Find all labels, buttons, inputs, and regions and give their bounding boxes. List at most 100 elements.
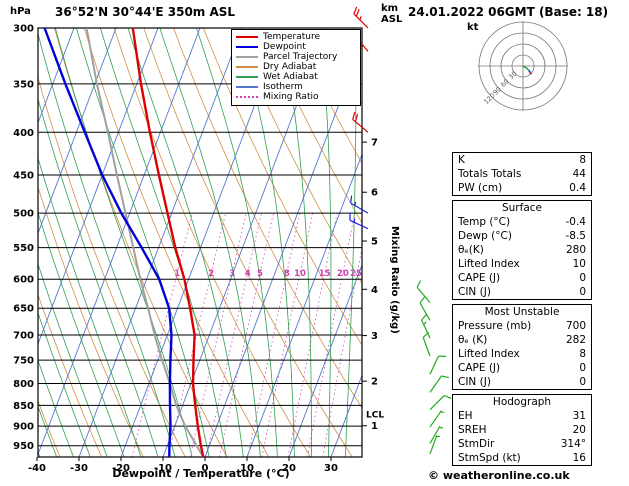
svg-text:950: 950 [13,441,34,452]
temp-axis-labels: -40 -30 -20 -10 0 10 20 30 [28,457,338,474]
legend-item: Dry Adiabat [236,62,356,72]
row-label: SREH [458,424,487,436]
indices-table: Surface Temp (°C) -0.4 Dewp (°C) -8.5 θₑ(K) 28… [452,200,592,300]
svg-text:7: 7 [371,138,378,149]
svg-text:550: 550 [13,243,34,254]
svg-text:650: 650 [13,304,34,315]
datetime-title: 24.01.2022 06GMT (Base: 18) [408,5,609,19]
row-value: 280 [565,244,586,256]
row-value: 10 [572,258,586,270]
row-label: Totals Totals [458,168,522,180]
row-label: Lifted Index [458,258,520,270]
svg-text:750: 750 [13,356,34,367]
row-label: Temp (°C) [458,216,511,228]
svg-text:-30: -30 [70,463,88,474]
row-value: 16 [572,452,586,464]
table-row: θₑ (K) 282 [453,333,591,347]
svg-text:1: 1 [371,421,378,432]
svg-text:5: 5 [257,269,263,279]
svg-text:300: 300 [13,24,34,35]
legend-swatch [236,66,258,68]
row-value: 31 [572,410,586,422]
legend-item: Temperature [236,32,356,42]
legend-label: Mixing Ratio [263,92,319,102]
station-title: 36°52'N 30°44'E 350m ASL [55,5,236,19]
table-row: Temp (°C) -0.4 [453,215,591,229]
row-value: 44 [572,168,586,180]
altitude-unit-asl: ASL [381,14,403,25]
svg-text:1: 1 [174,269,180,279]
hodograph-unit-label: kt [467,22,479,33]
x-axis-label: Dewpoint / Temperature (°C) [112,467,290,480]
table-row: StmSpd (kt) 16 [453,451,591,465]
dewpoint-line [43,28,173,457]
legend-item: Mixing Ratio [236,92,356,102]
row-value: -0.4 [565,216,587,228]
table-row: StmDir 314° [453,437,591,451]
altitude-unit-km: km [381,3,399,14]
row-label: Lifted Index [458,348,520,360]
row-value: 0 [579,272,586,284]
row-value: 0 [579,376,586,388]
table-row: CIN (J) 0 [453,285,591,299]
mixing-ratio-axis-label: Mixing Ratio (g/kg) [389,226,400,334]
svg-text:6: 6 [371,188,378,199]
svg-text:10: 10 [240,463,254,474]
legend-item: Parcel Trajectory [236,52,356,62]
svg-text:90: 90 [491,85,503,97]
row-value: 8 [579,348,586,360]
indices-panel: K 8 Totals Totals 44 PW (cm) 0.4 Surface Temp (… [452,152,592,470]
indices-table: Hodograph EH 31 SREH 20 StmDir 314° StmSpd (kt)… [452,394,592,466]
table-row: Dewp (°C) -8.5 [453,229,591,243]
svg-text:30: 30 [324,463,338,474]
table-row: CIN (J) 0 [453,375,591,389]
temperature-line [131,28,205,457]
row-label: CIN (J) [458,376,491,388]
svg-text:30: 30 [507,70,519,82]
row-label: StmSpd (kt) [458,452,521,464]
svg-text:450: 450 [13,170,34,181]
wind-barbs-group [349,6,452,455]
table-section-title: Most Unstable [484,306,560,318]
svg-text:350: 350 [13,79,34,90]
row-value: 0 [579,362,586,374]
legend-label: Dewpoint [263,42,306,52]
svg-text:-10: -10 [154,463,172,474]
table-row: Lifted Index 10 [453,257,591,271]
svg-text:25: 25 [350,269,362,279]
svg-text:8: 8 [284,269,290,279]
parcel-trajectory-line [85,28,205,457]
svg-text:4: 4 [245,269,251,279]
table-section-title: Hodograph [492,396,552,408]
row-label: CAPE (J) [458,272,501,284]
mixing-ratio-labels: 12345810152025 [174,269,362,279]
svg-text:20: 20 [282,463,296,474]
svg-text:900: 900 [13,422,34,433]
row-label: Dewp (°C) [458,230,512,242]
row-label: Pressure (mb) [458,320,532,332]
svg-text:-40: -40 [28,463,46,474]
wet-adiabats-group [38,28,357,457]
table-row: Totals Totals 44 [453,167,591,181]
legend-item: Wet Adiabat [236,72,356,82]
table-row: CAPE (J) 0 [453,361,591,375]
legend-swatch [236,36,258,38]
table-row: EH 31 [453,409,591,423]
pressure-unit-label: hPa [10,6,31,17]
table-row: PW (cm) 0.4 [453,181,591,195]
row-label: StmDir [458,438,495,450]
copyright: © weatheronline.co.uk [428,469,570,482]
legend-swatch [236,86,258,88]
row-label: CAPE (J) [458,362,501,374]
legend-swatch [236,46,258,48]
legend-item: Dewpoint [236,42,356,52]
table-section-title: Surface [501,202,542,214]
indices-table: Most Unstable Pressure (mb) 700 θₑ (K) 282 Li… [452,304,592,390]
svg-text:400: 400 [13,128,34,139]
row-label: PW (cm) [458,182,503,194]
svg-text:20: 20 [337,269,349,279]
row-label: CIN (J) [458,286,491,298]
svg-text:500: 500 [13,209,34,220]
legend-item: Isotherm [236,82,356,92]
